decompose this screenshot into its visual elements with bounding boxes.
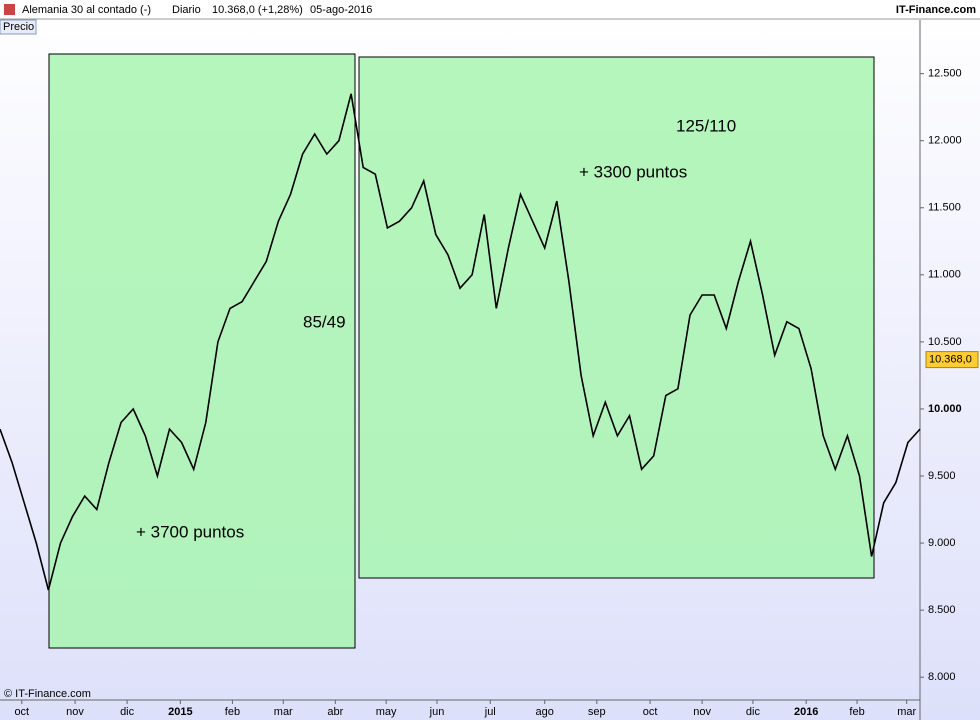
x-tick-label: oct (643, 706, 658, 718)
highlight-box (358, 56, 875, 579)
date: 05-ago-2016 (310, 4, 372, 16)
quote: 10.368,0 (+1,28%) (212, 4, 303, 16)
x-tick-label: nov (66, 706, 84, 718)
y-tick-label: 11.000 (928, 269, 961, 281)
annotation: 85/49 (303, 312, 346, 331)
x-tick-label: oct (14, 706, 29, 718)
panel-tab[interactable] (0, 19, 37, 35)
x-tick-label: ago (536, 706, 554, 718)
site: IT-Finance.com (896, 4, 976, 16)
y-tick-label: 12.500 (928, 68, 962, 80)
price-line (0, 93, 921, 591)
instrument: Alemania 30 al contado (-) (22, 4, 151, 16)
period: Diario (172, 4, 201, 16)
header-bar (0, 0, 980, 19)
x-tick-label: sep (588, 706, 606, 718)
last-price-box (925, 351, 979, 369)
x-tick-label: 2016 (794, 706, 818, 718)
y-tick-label: 8.500 (928, 604, 956, 616)
x-tick-label: feb (225, 706, 240, 718)
x-tick-label: may (376, 706, 397, 718)
x-tick-label: mar (274, 706, 293, 718)
annotation: + 3300 puntos (579, 162, 687, 181)
last-price-label: 10.368,0 (929, 354, 972, 366)
icon (4, 4, 15, 15)
y-tick-label: 10.500 (928, 336, 962, 348)
y-tick-label: 9.500 (928, 470, 956, 482)
x-tick-label: abr (327, 706, 343, 718)
y-tick-label: 8.000 (928, 671, 956, 683)
x-tick-label: nov (693, 706, 711, 718)
x-tick-label: dic (746, 706, 761, 718)
x-tick-label: 2015 (168, 706, 192, 718)
y-tick-label: 11.500 (928, 202, 961, 214)
y-tick-label: 10.000 (928, 403, 962, 415)
y-tick-label: 12.000 (928, 135, 962, 147)
annotation: + 3700 puntos (136, 522, 244, 541)
x-tick-label: jul (484, 706, 496, 718)
x-tick-label: mar (897, 706, 916, 718)
x-tick-label: feb (849, 706, 864, 718)
panel-label: Precio (3, 21, 34, 33)
x-tick-label: jun (429, 706, 445, 718)
copyright: © IT-Finance.com (4, 688, 91, 700)
annotation: 125/110 (676, 116, 736, 135)
x-tick-label: dic (120, 706, 135, 718)
y-tick-label: 9.000 (928, 537, 956, 549)
